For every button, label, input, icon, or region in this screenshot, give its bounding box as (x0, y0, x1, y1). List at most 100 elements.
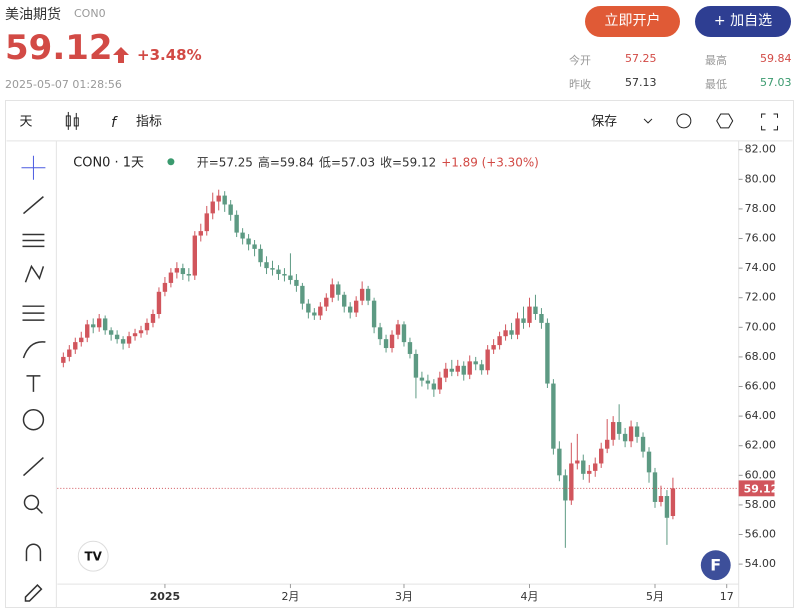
status-dot (167, 158, 175, 166)
candle-body (108, 330, 114, 335)
y-tick-label: 54.00 (745, 557, 776, 570)
candle-body (658, 496, 664, 502)
fullscreen-icon[interactable] (761, 113, 779, 131)
candle-body (162, 282, 168, 292)
candle-body (294, 279, 299, 286)
candle-body (587, 470, 592, 474)
stat-value: 57.25 (625, 52, 657, 65)
y-tick-label: 78.00 (745, 202, 776, 215)
candle-body (318, 306, 323, 316)
candle-body (497, 336, 502, 346)
save[interactable]: 保存 (591, 114, 617, 129)
candle-body (234, 214, 239, 233)
candle-body (407, 342, 413, 354)
f-logo-text: F (710, 556, 721, 575)
settings-icon[interactable] (716, 113, 734, 129)
candle-icon[interactable] (65, 111, 79, 130)
candle-body (336, 284, 341, 295)
candle-body (377, 327, 383, 340)
candle-body (473, 361, 478, 365)
candle-body (204, 213, 209, 232)
candle-body (102, 318, 108, 331)
x-tick-label: 4月 (521, 590, 539, 603)
interval[interactable]: 天 (20, 114, 33, 129)
chart: 天 f 指标 保存 54.00 56.00 58.00 60.00 62.00 64.00… (5, 100, 794, 608)
candle-body (258, 248, 263, 263)
stat-value: 57.13 (625, 76, 657, 89)
candle-body (455, 365, 460, 372)
candle-body (509, 330, 514, 335)
candle-body (479, 364, 484, 371)
candle-body (503, 330, 508, 337)
candle-body (634, 426, 640, 437)
candle-body (593, 463, 598, 471)
candle-body (85, 324, 90, 338)
candle-body (604, 439, 610, 449)
stat-value: 57.03 (760, 76, 792, 89)
candle-body (114, 334, 120, 340)
candle-body (79, 337, 84, 343)
candle-body (557, 448, 562, 476)
candle-body (395, 324, 401, 335)
candle-body (126, 336, 132, 344)
candle-body (144, 322, 150, 331)
y-tick-label: 56.00 (745, 528, 776, 541)
watchlist-button[interactable]: + 加自选 (695, 6, 791, 37)
candle-body (599, 448, 604, 464)
candle-body (527, 306, 532, 323)
candle-body (413, 353, 419, 378)
alert-icon[interactable] (676, 113, 692, 129)
open-account-button[interactable]: 立即开户 (585, 6, 680, 37)
candle-body (353, 300, 359, 313)
candle-body (389, 334, 395, 349)
candle-body (120, 339, 126, 344)
candle-body (664, 496, 670, 518)
candle-body (383, 339, 389, 349)
f-logo (700, 550, 731, 581)
candle-body (210, 201, 215, 214)
candle-body (521, 318, 526, 323)
candle-body (276, 269, 281, 275)
fx-icon[interactable]: f (111, 115, 118, 131)
y-tick-label: 70.00 (745, 320, 776, 333)
candle-body (306, 303, 311, 313)
last-price-label: 59.12 (744, 482, 779, 495)
candle-body (646, 451, 652, 473)
y-tick-label: 68.00 (745, 350, 776, 363)
code: CON0 (74, 7, 106, 20)
candle-body (222, 195, 227, 205)
candle-body (491, 345, 496, 350)
dropdown-icon[interactable] (643, 118, 653, 124)
candle-body (312, 312, 317, 316)
candle-body (551, 383, 556, 449)
candle-body (246, 238, 251, 245)
candle-body (365, 288, 371, 301)
candle-body (616, 422, 622, 434)
candle-body (419, 377, 425, 381)
ohlc-legend: 收=59.12 (380, 155, 436, 169)
candle-body (132, 333, 138, 337)
candle-body (359, 288, 365, 301)
candle-body (581, 460, 586, 474)
candle-body (300, 285, 305, 304)
candle-body (449, 368, 454, 372)
x-tick-label: 3月 (395, 590, 413, 603)
candle-body (91, 324, 96, 328)
y-tick-label: 66.00 (745, 380, 776, 393)
candle-body (622, 433, 628, 442)
y-tick-label: 76.00 (745, 232, 776, 245)
candle-body (174, 268, 180, 273)
last-price-tag (738, 480, 775, 497)
candle-body (569, 463, 574, 501)
candle-body (252, 244, 257, 249)
candle-body (425, 380, 431, 384)
indicators[interactable]: 指标 (136, 114, 162, 129)
stat-value: 59.84 (760, 52, 792, 65)
y-tick-label: 80.00 (745, 172, 776, 185)
candle-body (371, 300, 377, 328)
candle-body (652, 472, 658, 502)
x-tick-label: 2025 (150, 590, 180, 603)
drawing-tools[interactable] (21, 155, 46, 602)
change: +3.48% (137, 46, 202, 64)
y-tick-label: 74.00 (745, 261, 776, 274)
